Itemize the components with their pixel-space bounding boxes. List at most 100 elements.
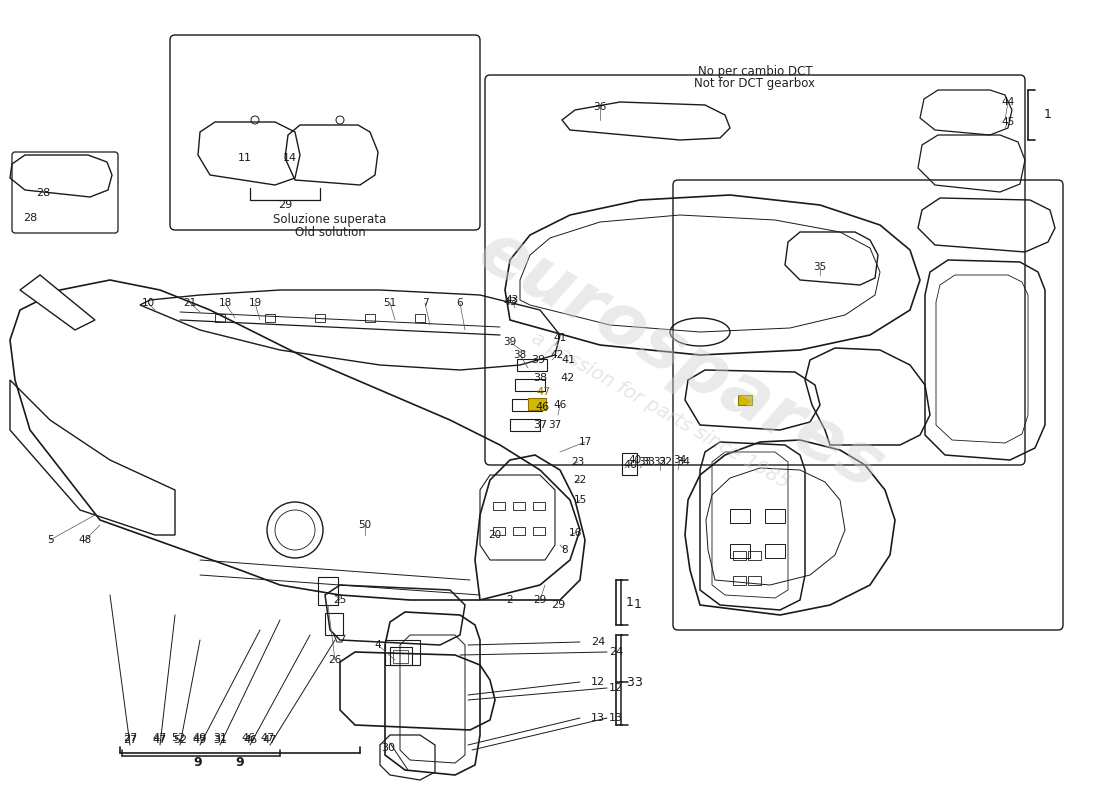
Text: 28: 28 <box>23 213 37 223</box>
Text: 46: 46 <box>535 402 549 412</box>
Text: 46: 46 <box>553 400 566 410</box>
Text: 40: 40 <box>623 460 637 470</box>
Text: 6: 6 <box>456 298 463 308</box>
Text: 19: 19 <box>249 298 262 308</box>
Bar <box>528 398 546 410</box>
Text: 24: 24 <box>591 637 605 647</box>
Bar <box>365 314 375 322</box>
Text: 32: 32 <box>658 457 672 467</box>
Text: 26: 26 <box>329 655 342 665</box>
Text: 27: 27 <box>123 735 138 745</box>
Text: 18: 18 <box>219 298 232 308</box>
Text: 27: 27 <box>123 733 138 743</box>
Bar <box>318 577 338 605</box>
Text: 50: 50 <box>359 520 372 530</box>
Text: 29: 29 <box>551 600 565 610</box>
Text: 23: 23 <box>571 457 584 467</box>
Bar <box>315 314 324 322</box>
Text: eurospares: eurospares <box>465 216 895 504</box>
Text: No per cambio DCT: No per cambio DCT <box>697 66 812 78</box>
Text: 39: 39 <box>531 355 546 365</box>
Text: 47: 47 <box>153 733 167 743</box>
Text: 37: 37 <box>532 420 547 430</box>
Text: 42: 42 <box>561 373 575 383</box>
Text: 52: 52 <box>173 735 187 745</box>
Text: 12: 12 <box>609 683 623 693</box>
Text: 33: 33 <box>641 457 654 467</box>
Bar <box>510 419 540 431</box>
Bar <box>415 314 425 322</box>
Bar <box>621 453 637 475</box>
Text: 39: 39 <box>504 337 517 347</box>
Text: 40: 40 <box>628 455 641 465</box>
Bar <box>390 647 412 665</box>
Text: 47: 47 <box>153 735 167 745</box>
Text: 5: 5 <box>46 535 53 545</box>
Text: 43: 43 <box>503 297 517 307</box>
Text: 20: 20 <box>488 530 502 540</box>
Text: 35: 35 <box>813 262 826 272</box>
Text: 49: 49 <box>192 733 207 743</box>
Text: 44: 44 <box>1001 97 1014 107</box>
Text: 1: 1 <box>634 598 642 610</box>
Text: 24: 24 <box>609 647 623 657</box>
Text: 31: 31 <box>213 735 227 745</box>
Bar <box>324 613 343 635</box>
Text: 8: 8 <box>562 545 569 555</box>
Text: 9: 9 <box>194 757 202 770</box>
Text: 1: 1 <box>626 595 634 609</box>
Text: Old solution: Old solution <box>295 226 365 238</box>
Text: 3: 3 <box>626 675 634 689</box>
Text: 33: 33 <box>638 457 651 467</box>
Text: 10: 10 <box>142 298 155 308</box>
Text: 31: 31 <box>213 733 227 743</box>
Text: 52: 52 <box>170 733 185 743</box>
Bar <box>513 502 525 510</box>
Text: 32: 32 <box>653 457 667 467</box>
Text: 42: 42 <box>550 350 563 360</box>
Text: a passion for parts since 1985: a passion for parts since 1985 <box>528 328 792 492</box>
Bar <box>515 379 544 391</box>
Bar <box>265 314 275 322</box>
Text: 7: 7 <box>421 298 428 308</box>
Text: 3: 3 <box>634 675 642 689</box>
Text: 11: 11 <box>238 153 252 163</box>
Text: 21: 21 <box>184 298 197 308</box>
Text: 37: 37 <box>549 420 562 430</box>
Text: 1: 1 <box>1044 109 1052 122</box>
Text: 15: 15 <box>573 495 586 505</box>
Bar <box>730 544 750 558</box>
Text: 29: 29 <box>278 200 293 210</box>
Text: 45: 45 <box>1001 117 1014 127</box>
Text: 13: 13 <box>591 713 605 723</box>
Text: 38: 38 <box>532 373 547 383</box>
Text: 12: 12 <box>591 677 605 687</box>
Text: 14: 14 <box>283 153 297 163</box>
Bar <box>534 502 544 510</box>
Bar <box>513 527 525 535</box>
Text: 34: 34 <box>673 455 686 465</box>
Text: 41: 41 <box>553 333 566 343</box>
Text: 2: 2 <box>507 595 514 605</box>
Text: 43: 43 <box>505 295 518 305</box>
Text: 30: 30 <box>381 743 395 753</box>
Text: 47: 47 <box>261 733 275 743</box>
Text: 46: 46 <box>243 735 257 745</box>
Text: 16: 16 <box>569 528 582 538</box>
Polygon shape <box>20 275 95 330</box>
Text: 41: 41 <box>561 355 575 365</box>
Text: 48: 48 <box>78 535 91 545</box>
Bar <box>748 551 761 560</box>
Text: 51: 51 <box>384 298 397 308</box>
Bar <box>393 650 408 663</box>
Text: 38: 38 <box>514 350 527 360</box>
Bar <box>534 527 544 535</box>
Text: 47: 47 <box>537 387 551 397</box>
Text: 49: 49 <box>192 735 207 745</box>
Text: 47: 47 <box>263 735 277 745</box>
Text: 46: 46 <box>241 733 255 743</box>
Text: Soluzione superata: Soluzione superata <box>274 214 386 226</box>
Text: 9: 9 <box>235 755 244 769</box>
Bar <box>385 640 420 665</box>
Bar <box>730 509 750 523</box>
